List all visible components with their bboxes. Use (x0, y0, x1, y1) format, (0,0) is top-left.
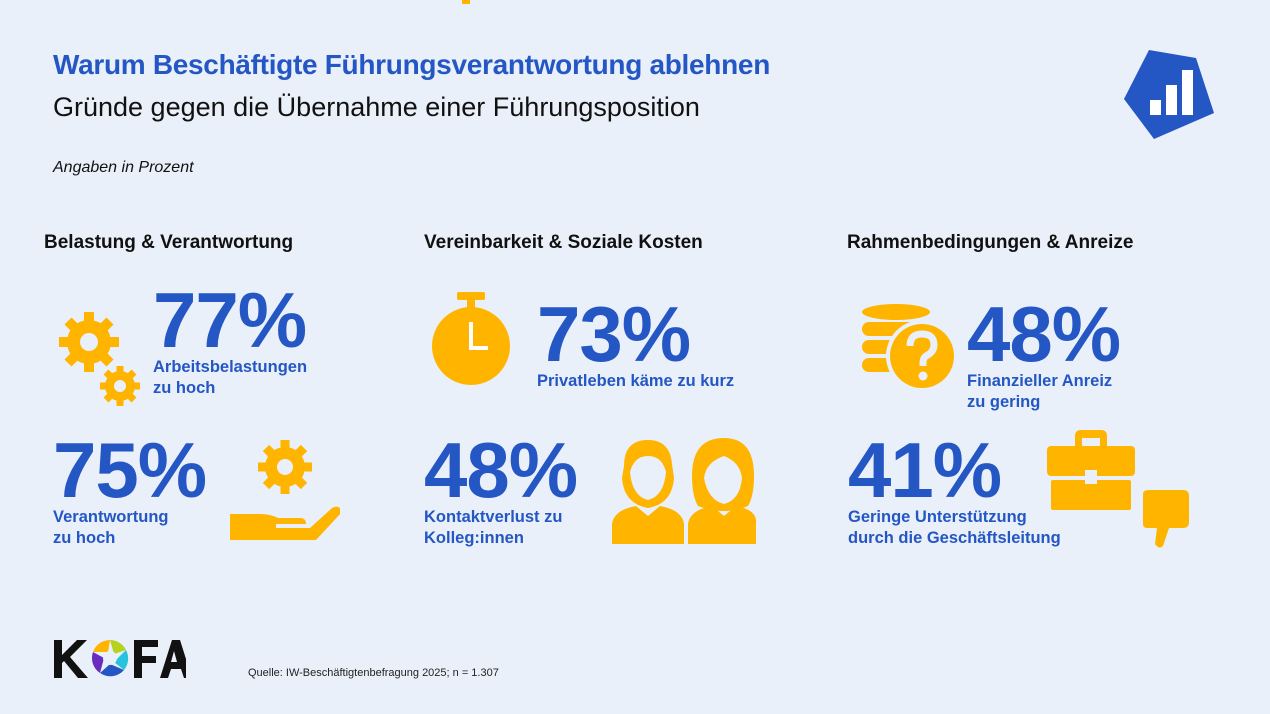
stat-label: Kontaktverlust zu Kolleg:innen (424, 508, 563, 547)
kofa-logo-mark (54, 640, 192, 678)
stopwatch-icon (432, 292, 510, 385)
source-note: Quelle: IW-Beschäftigtenbefragung 2025; … (248, 667, 499, 679)
kofa-logo (52, 636, 192, 690)
stat-label: Privatleben käme zu kurz (537, 372, 735, 390)
kofa-aperture-icon (91, 640, 129, 677)
hand-gear-icon (230, 440, 340, 540)
stat-value: 48% (424, 426, 578, 514)
stat-value: 75% (53, 426, 207, 514)
section-title-belastung: Belastung & Verantwortung (44, 232, 294, 253)
page-title: Warum Beschäftigte Führungsverantwortung… (53, 49, 770, 80)
stat-value: 77% (153, 276, 307, 364)
stat-value: 73% (537, 290, 691, 378)
iw-chart-logo-icon (1124, 50, 1214, 139)
stat-value: 41% (848, 426, 1002, 514)
gears-icon (59, 312, 140, 406)
stat-label: Verantwortung zu hoch (53, 508, 169, 547)
stat-value: 48% (967, 290, 1121, 378)
briefcase-thumbs-down-icon (1047, 430, 1189, 548)
stat-label: Geringe Unterstützung durch die Geschäfts… (848, 508, 1061, 547)
people-icon (612, 438, 757, 544)
section-title-vereinbarkeit: Vereinbarkeit & Soziale Kosten (424, 232, 703, 253)
coins-question-icon (862, 304, 958, 392)
section-title-rahmen: Rahmenbedingungen & Anreize (847, 232, 1134, 253)
top-accent-mark (462, 0, 470, 4)
unit-note: Angaben in Prozent (53, 159, 194, 176)
stat-label: Arbeitsbelastungen zu hoch (153, 358, 308, 397)
page-subtitle: Gründe gegen die Übernahme einer Führung… (53, 92, 700, 122)
stat-label: Finanzieller Anreiz zu gering (967, 372, 1113, 411)
